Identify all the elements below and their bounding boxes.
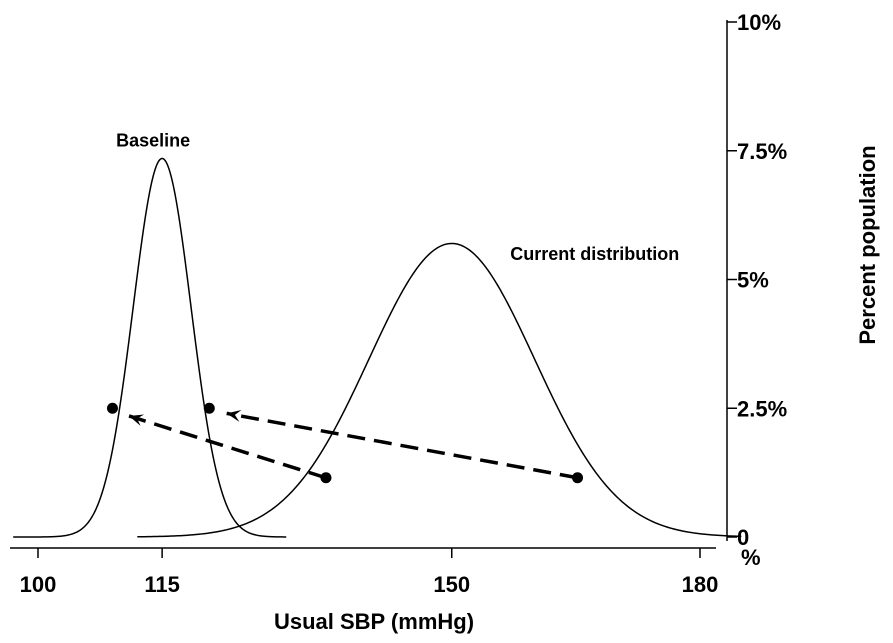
shift-arrow-head bbox=[226, 410, 242, 422]
shift-arrow-line bbox=[226, 411, 578, 480]
markers bbox=[106, 402, 584, 484]
y-tick-label: 7.5% bbox=[737, 139, 787, 164]
data-point bbox=[106, 402, 118, 414]
data-point bbox=[320, 472, 332, 484]
shift-arrow-head bbox=[129, 414, 145, 426]
y-axis-label: Percent population bbox=[855, 145, 880, 344]
y-unit-label: % bbox=[741, 545, 761, 570]
labels: Baseline Current distribution bbox=[116, 130, 679, 263]
x-tick-label: 150 bbox=[433, 572, 470, 597]
shift-arrow-line bbox=[128, 414, 327, 480]
data-point bbox=[572, 472, 584, 484]
x-axis-label: Usual SBP (mmHg) bbox=[274, 609, 474, 634]
y-tick-label: 5% bbox=[737, 268, 769, 293]
data-point bbox=[203, 402, 215, 414]
y-tick-label: 2.5% bbox=[737, 396, 787, 421]
series-line-baseline bbox=[13, 157, 287, 538]
x-tick-label: 115 bbox=[144, 572, 180, 597]
x-tick-label: 180 bbox=[682, 572, 719, 597]
series-label-current: Current distribution bbox=[510, 244, 679, 264]
arrows bbox=[128, 410, 578, 480]
series-label-baseline: Baseline bbox=[116, 130, 190, 150]
curves bbox=[13, 157, 742, 538]
y-tick-label: 10% bbox=[737, 10, 781, 35]
series-line-current bbox=[137, 242, 742, 538]
x-tick-label: 100 bbox=[20, 572, 57, 597]
axes: 100 115 150 180 Usual SBP (mmHg) 0 2.5% 5% 7.5% 1… bbox=[10, 10, 880, 634]
y-tick-label: 0 bbox=[737, 525, 749, 550]
